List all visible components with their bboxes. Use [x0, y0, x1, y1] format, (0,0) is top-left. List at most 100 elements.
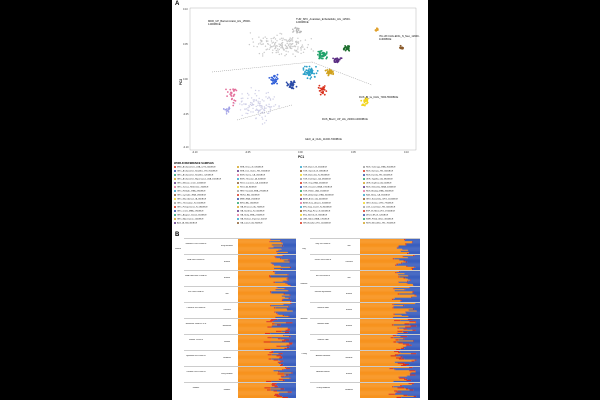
ancestry-bar-red: [279, 357, 283, 359]
ancestry-bar-blue: [397, 332, 420, 335]
legend-entry: ISR_Natufian_HG_12000BCE: [300, 222, 331, 225]
ancestry-bar-orange: [360, 394, 404, 396]
ancestry-bar-blue: [393, 380, 420, 383]
y-tick-label: 0.00: [183, 78, 188, 81]
scatter-point: [295, 29, 298, 31]
scatter-point: [334, 61, 337, 63]
ancestry-bar-orange: [238, 394, 275, 396]
legend-marker-icon: [237, 218, 239, 220]
legend-marker-icon: [174, 214, 176, 216]
ancestry-bar-orange: [360, 296, 411, 298]
scatter-point: [239, 109, 242, 111]
scatter-point: [293, 81, 296, 84]
ancestry-bar-blue: [394, 258, 420, 260]
scatter-point: [257, 104, 259, 107]
ancestry-bar-orange: [238, 281, 274, 283]
ancestry-bar-orange: [360, 321, 410, 323]
period-label: Medieval: [223, 356, 231, 359]
ancestry-bar-orange: [360, 241, 412, 243]
scatter-point: [252, 99, 254, 101]
scatter-point: [302, 67, 305, 70]
scatter-point: [247, 112, 249, 115]
ancestry-bar-red: [393, 306, 394, 308]
ancestry-bar-blue: [274, 273, 296, 275]
ancestry-bar-orange: [360, 312, 406, 314]
ancestry-bar-orange: [360, 243, 406, 245]
ancestry-bar-blue: [398, 246, 420, 248]
ancestry-bar-red: [273, 281, 276, 283]
legend-label: GRC_Cycladic_EBA_2800BCE: [177, 194, 206, 197]
legend-marker-icon: [174, 194, 176, 196]
ancestry-bar-red: [270, 254, 272, 256]
scatter-point: [250, 111, 252, 113]
ancestry-bar-blue: [289, 261, 296, 263]
scatter-point: [278, 105, 280, 107]
scatter-point: [266, 37, 268, 40]
legend-marker-icon: [363, 174, 365, 176]
ancestry-bar-orange: [360, 324, 392, 326]
scatter-point: [261, 106, 263, 108]
scatter-point: [263, 51, 265, 54]
legend-label: TUR_Kumtepe_CA_4800BCE: [303, 178, 331, 181]
x-tick-label: 0.10: [404, 151, 409, 154]
scatter-point: [280, 47, 282, 49]
scatter-point: [310, 67, 313, 70]
scatter-point: [309, 69, 312, 72]
scatter-point: [276, 45, 278, 47]
ancestry-bar-blue: [277, 287, 296, 289]
group-label: Minoan Mycenaean: [314, 291, 332, 293]
ancestry-bar-orange: [360, 286, 412, 288]
ancestry-bar-orange: [238, 364, 281, 367]
ancestry-bar-blue: [403, 346, 420, 348]
ancestry-bar-orange: [238, 277, 288, 279]
scatter-point: [318, 57, 321, 60]
scatter-point: [260, 106, 262, 108]
ancestry-bar-red: [415, 322, 417, 324]
scatter-point: [268, 103, 270, 106]
ancestry-bar-blue: [401, 299, 420, 302]
scatter-point: [268, 97, 271, 99]
legend-marker-icon: [363, 222, 365, 224]
ancestry-bar-red: [411, 267, 413, 270]
ancestry-bar-blue: [416, 318, 420, 320]
ancestry-bar-blue: [283, 298, 296, 300]
ancestry-bar-orange: [238, 254, 271, 256]
ancestry-bar-blue: [289, 329, 296, 331]
legend-entry: DEU_LBK_N_5200BCE: [363, 214, 388, 217]
ancestry-bar-orange: [238, 366, 286, 368]
ancestry-bar-red: [403, 328, 407, 330]
ancestry-bar-blue: [408, 275, 420, 277]
scatter-point: [251, 103, 254, 106]
ancestry-bar-orange: [238, 369, 283, 371]
scatter-point: [278, 48, 280, 51]
scatter-point: [250, 87, 252, 89]
ancestry-bar-orange: [360, 361, 395, 363]
ancestry-bar-red: [414, 266, 416, 268]
ancestry-bar-blue: [416, 310, 420, 312]
ancestry-bar-blue: [270, 275, 296, 277]
scatter-point: [316, 70, 319, 72]
ancestry-bar-blue: [283, 280, 296, 282]
ancestry-bar-orange: [360, 396, 397, 398]
ancestry-bar-orange: [238, 326, 268, 328]
ancestry-bar-blue: [412, 286, 420, 288]
legend-label: KAZ_Botai_CA_3500BCE: [366, 194, 391, 197]
ancestry-bar-red: [393, 313, 395, 315]
ancestry-bar-blue: [400, 250, 420, 252]
ancestry-bar-blue: [272, 325, 296, 327]
ancestry-bar-red: [415, 371, 416, 373]
ancestry-bar-blue: [286, 282, 296, 284]
ancestry-bar-blue: [278, 386, 296, 388]
ancestry-bar-blue: [289, 344, 296, 346]
ancestry-bar-blue: [401, 396, 420, 398]
ancestry-bar-orange: [360, 322, 416, 324]
ancestry-bar-blue: [393, 316, 420, 319]
ancestry-bar-blue: [280, 338, 296, 340]
scatter-point: [263, 112, 265, 114]
period-label: Roman: [223, 340, 231, 343]
legend-label: GEO_Kotias_CHG_7700BCE: [366, 202, 394, 205]
scatter-point: [277, 50, 279, 52]
scatter-point: [230, 91, 232, 94]
ancestry-bar-red: [280, 356, 283, 358]
legend-marker-icon: [300, 214, 302, 216]
